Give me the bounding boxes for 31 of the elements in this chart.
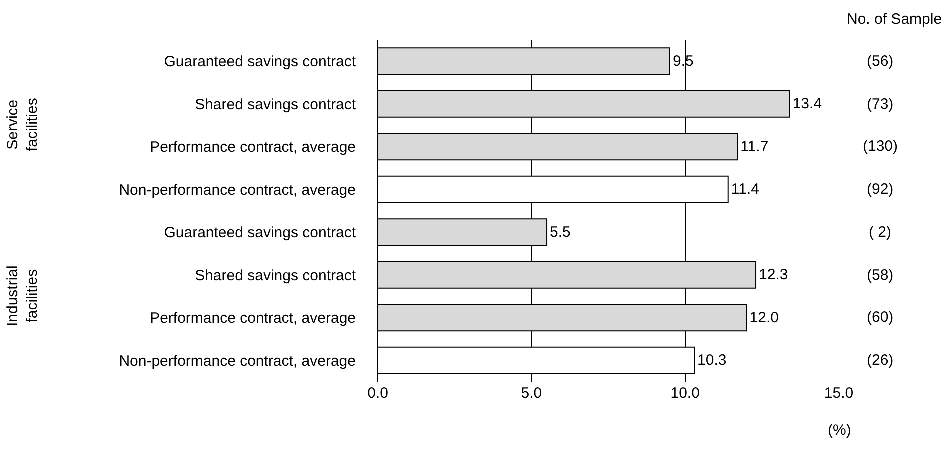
text: ( 2) xyxy=(869,224,892,241)
y-tick-label: Guaranteed savings contract xyxy=(164,224,357,242)
data-label: 11.7 xyxy=(740,138,769,156)
data-label: 12.0 xyxy=(750,309,780,326)
y-tick-label: Guaranteed savings contract xyxy=(164,54,357,71)
data-label: 10.3 xyxy=(698,352,727,370)
x-tick-label: 15.0 xyxy=(824,385,854,402)
text: (92) xyxy=(867,181,894,198)
data-label: 12.3 xyxy=(759,266,788,284)
text: (130) xyxy=(863,138,898,155)
text: (56) xyxy=(867,53,894,70)
y-tick-label: Performance contract, average xyxy=(150,139,356,156)
y-tick-label: Shared savings contract xyxy=(195,267,357,284)
x-tick-label: 10.0 xyxy=(670,385,700,402)
y-tick-label: Non-performance contract, average xyxy=(119,352,356,370)
y-tick-label: Shared savings contract xyxy=(195,96,357,114)
y-tick-label: Non-performance contract, average xyxy=(119,182,356,199)
data-label: 5.5 xyxy=(550,224,571,241)
text: (58) xyxy=(867,267,894,284)
x-tick-label: 5.0 xyxy=(521,385,542,402)
data-label: 13.4 xyxy=(792,96,822,113)
text: Service facilities xyxy=(4,98,42,152)
text: (26) xyxy=(867,352,894,369)
x-tick-label: 0.0 xyxy=(368,385,388,402)
x-axis-title: (%) xyxy=(828,422,852,439)
text: Industrial facilities xyxy=(4,266,42,327)
text: (73) xyxy=(867,96,894,113)
data-label: 11.4 xyxy=(731,181,760,198)
text: No. of Sample xyxy=(847,11,942,28)
text: (60) xyxy=(867,309,894,326)
y-tick-label: Performance contract, average xyxy=(150,310,356,328)
